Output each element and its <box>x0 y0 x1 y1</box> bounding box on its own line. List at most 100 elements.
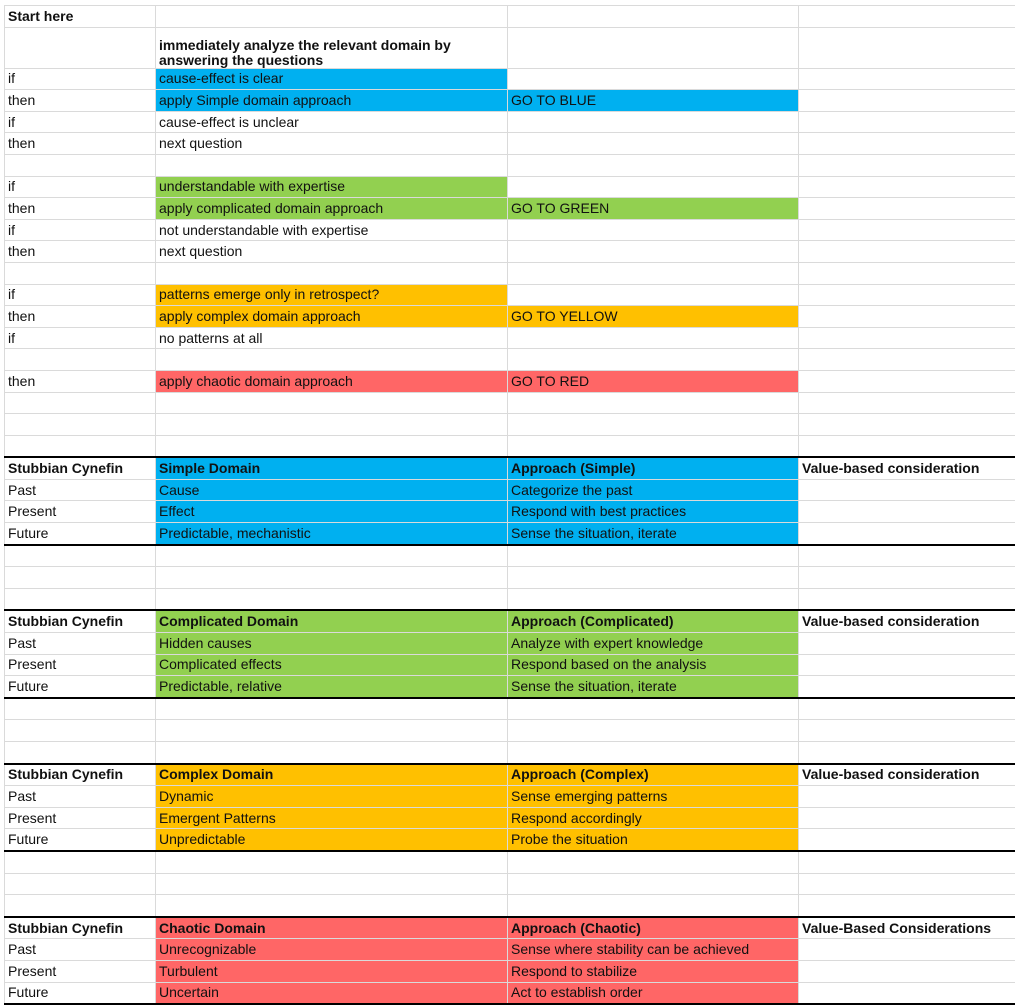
row <box>5 851 1015 873</box>
cell-text: then <box>5 370 156 392</box>
cell <box>5 567 156 589</box>
cell-text: then <box>5 198 156 220</box>
cell-text: if <box>5 68 156 90</box>
cell <box>799 435 1015 457</box>
cell-text: Past <box>5 939 156 961</box>
cell <box>156 851 508 873</box>
cell-text: Turbulent <box>156 960 508 982</box>
cell-text: Complicated effects <box>156 654 508 676</box>
cell <box>156 698 508 720</box>
cell-text: Complex Domain <box>156 764 508 786</box>
cell <box>5 154 156 176</box>
cell <box>508 851 799 873</box>
cell <box>156 567 508 589</box>
cell <box>508 567 799 589</box>
cell-text: if <box>5 176 156 198</box>
cell <box>5 545 156 567</box>
cell-text: cause-effect is unclear <box>156 111 508 133</box>
cell-text: Predictable, relative <box>156 676 508 698</box>
cell <box>156 873 508 895</box>
cell-text: Effect <box>156 501 508 523</box>
cell-text: Unrecognizable <box>156 939 508 961</box>
cell-text: Sense the situation, iterate <box>508 676 799 698</box>
cell-text: Present <box>5 654 156 676</box>
cell <box>5 414 156 436</box>
row <box>5 349 1015 371</box>
cell-text: Respond accordingly <box>508 807 799 829</box>
cell-text: GO TO RED <box>508 370 799 392</box>
cell <box>5 435 156 457</box>
cell-text: Stubbian Cynefin <box>5 917 156 939</box>
cell <box>799 370 1015 392</box>
cell-text: Stubbian Cynefin <box>5 610 156 632</box>
cell-text: then <box>5 306 156 328</box>
cell-text: Past <box>5 479 156 501</box>
cell <box>508 392 799 414</box>
cell <box>799 654 1015 676</box>
cell <box>799 501 1015 523</box>
cell-text: Predictable, mechanistic <box>156 523 508 545</box>
cell-text: Sense the situation, iterate <box>508 523 799 545</box>
cell <box>508 154 799 176</box>
cell-text: understandable with expertise <box>156 176 508 198</box>
cell <box>508 68 799 90</box>
cell-text: patterns emerge only in retrospect? <box>156 284 508 306</box>
cell-text: Categorize the past <box>508 479 799 501</box>
cell-text: Approach (Simple) <box>508 457 799 479</box>
cell <box>5 720 156 742</box>
cell-text: Sense where stability can be achieved <box>508 939 799 961</box>
cell <box>508 698 799 720</box>
cell <box>799 851 1015 873</box>
cell <box>799 327 1015 349</box>
cell-text: Stubbian Cynefin <box>5 764 156 786</box>
row <box>5 873 1015 895</box>
cell <box>5 742 156 764</box>
cell <box>508 545 799 567</box>
cell-text: apply chaotic domain approach <box>156 370 508 392</box>
cell-text: Value-based consideration <box>799 610 1015 632</box>
cell <box>799 698 1015 720</box>
cell <box>156 435 508 457</box>
cell-text: if <box>5 111 156 133</box>
cell <box>799 306 1015 328</box>
cell-text: Approach (Chaotic) <box>508 917 799 939</box>
row <box>5 720 1015 742</box>
cell <box>156 6 508 28</box>
cell <box>5 392 156 414</box>
cell <box>799 829 1015 851</box>
cell <box>508 720 799 742</box>
cell-text: Start here <box>5 6 156 28</box>
cell-text: Analyze with expert knowledge <box>508 633 799 655</box>
cell <box>5 27 156 68</box>
cell-text: next question <box>156 133 508 155</box>
cell <box>799 982 1015 1004</box>
cell <box>799 6 1015 28</box>
cell <box>156 588 508 610</box>
cell <box>799 262 1015 284</box>
cell <box>799 807 1015 829</box>
cell-text: Stubbian Cynefin <box>5 457 156 479</box>
cell-text: Probe the situation <box>508 829 799 851</box>
cell <box>156 545 508 567</box>
row <box>5 895 1015 917</box>
cell-text: Value-based consideration <box>799 764 1015 786</box>
